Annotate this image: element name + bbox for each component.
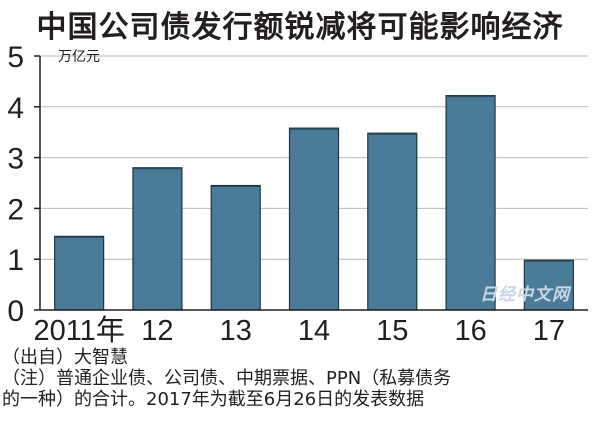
y-tick-label: 1 (7, 244, 24, 277)
bar (132, 167, 183, 311)
x-tick-label: 16 (454, 315, 486, 347)
axes (34, 55, 588, 311)
x-tick-label: 14 (298, 315, 330, 347)
footnote-line-1: （注）普通企业债、公司债、中期票据、PPN（私募债务 (2, 368, 452, 389)
watermark-logo: 日经中文网 (480, 285, 570, 305)
x-tick-label: 15 (376, 315, 408, 347)
y-tick-label: 0 (7, 295, 24, 328)
bars (54, 95, 574, 311)
unit-label: 万亿元 (58, 49, 100, 65)
bar (210, 184, 261, 311)
source-note: （出自）大智慧 (2, 347, 128, 368)
footnote-line-2: 的一种）的合计。2017年为截至6月26日的发表数据 (2, 389, 425, 410)
bar (54, 235, 105, 311)
notes: （出自）大智慧 （注）普通企业债、公司债、中期票据、PPN（私募债务 的一种）的… (2, 347, 598, 410)
bar (367, 132, 418, 311)
bar (445, 95, 496, 311)
y-tick-labels: 0 1 2 3 4 5 (7, 41, 24, 328)
bar (288, 127, 340, 311)
x-tick-label: 13 (220, 315, 252, 347)
x-tick-label: 2011年 (33, 314, 124, 347)
bar (523, 259, 574, 311)
y-tick-label: 4 (7, 92, 24, 125)
chart-title: 中国公司债发行额锐减将可能影响经济 (36, 10, 564, 45)
y-tick-label: 5 (7, 41, 24, 74)
x-tick-label: 17 (533, 315, 565, 347)
y-tick-label: 2 (7, 193, 24, 226)
x-tick-label: 12 (141, 315, 173, 347)
y-tick-label: 3 (7, 143, 24, 176)
x-tick-labels: 2011年 12 13 14 15 16 17 (33, 314, 565, 347)
